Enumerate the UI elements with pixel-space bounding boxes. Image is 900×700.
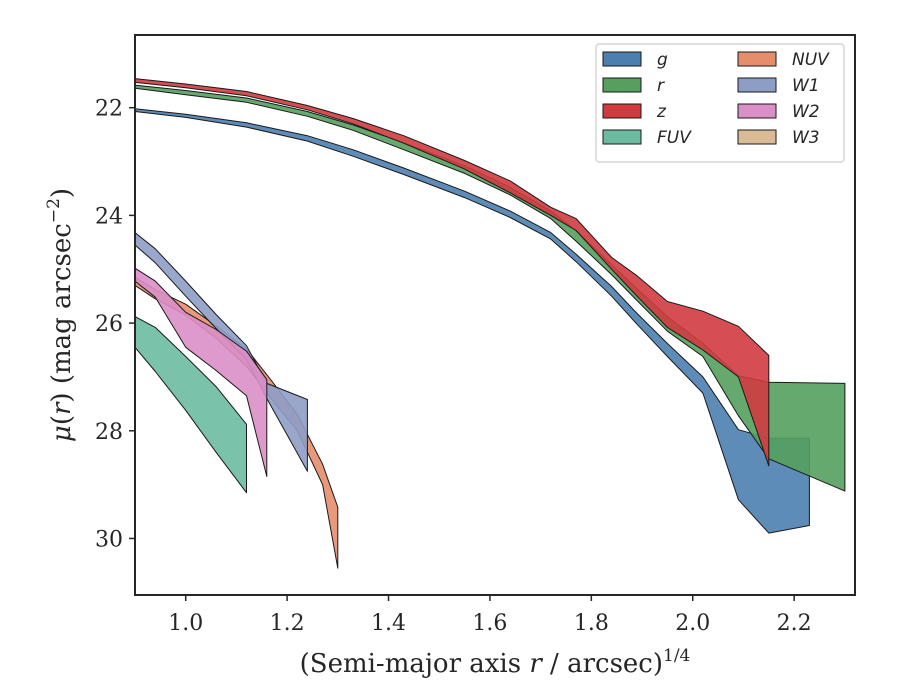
y-tick-label: 26	[95, 312, 123, 337]
band-fuv	[134, 316, 247, 494]
legend-swatch-w3	[737, 129, 777, 145]
legend-label-nuv: NUV	[792, 50, 830, 70]
x-axis-label-sup: 1/4	[663, 646, 690, 666]
y-axis-label: μ(r) (mag arcsec−2)	[44, 188, 77, 442]
legend-label-w1: W1	[792, 76, 820, 96]
x-tick-label: 1.4	[371, 611, 406, 636]
data-bands	[134, 78, 846, 569]
x-tick-label: 1.8	[574, 611, 609, 636]
y-axis-label-open: (	[47, 415, 77, 425]
y-tick-label: 24	[95, 204, 123, 229]
x-tick-label: 2.2	[777, 611, 812, 636]
legend-swatch-nuv	[737, 51, 777, 67]
y-axis-label-end: )	[47, 188, 77, 198]
legend-swatch-w1	[737, 77, 777, 93]
legend-swatch-r	[602, 77, 642, 93]
legend-label-fuv: FUV	[657, 128, 692, 148]
y-axis-label-mu: μ	[47, 425, 77, 442]
legend-label-z: z	[656, 102, 667, 122]
legend: grz FUV NUV W1 W2 W3	[595, 43, 845, 163]
band-w1	[134, 232, 308, 472]
band-w2	[134, 267, 268, 477]
x-tick-label: 1.2	[270, 611, 305, 636]
y-tick-label: 28	[95, 420, 123, 445]
x-axis-label-pre: (Semi-major axis	[300, 649, 530, 679]
legend-label-g: g	[657, 50, 668, 70]
legend-swatch-fuv	[602, 129, 642, 145]
x-axis-label: (Semi-major axis r / arcsec)1/4	[300, 646, 691, 679]
x-axis-label-var: r	[529, 649, 543, 679]
legend-label-w3: W3	[792, 128, 820, 148]
y-tick-label: 30	[95, 527, 123, 552]
legend-swatch-z	[602, 103, 642, 119]
legend-label-r: r	[657, 76, 665, 96]
y-axis-label-var: r	[47, 401, 77, 415]
x-tick-label: 2.0	[675, 611, 710, 636]
legend-swatch-g	[602, 51, 642, 67]
y-axis-label-close: ) (mag arcsec	[47, 223, 77, 402]
y-tick-label: 22	[95, 97, 123, 122]
y-axis-ticks: 22 24 26 28 30	[95, 97, 135, 552]
x-axis-ticks: 1.0 1.2 1.4 1.6 1.8 2.0 2.2	[168, 595, 812, 636]
legend-swatch-w2	[737, 103, 777, 119]
legend-label-w2: W2	[792, 102, 820, 122]
x-axis-label-post: / arcsec)	[542, 649, 663, 679]
band-g	[134, 108, 810, 534]
y-axis-label-sup: −2	[44, 198, 64, 223]
x-tick-label: 1.0	[168, 611, 203, 636]
band-z	[134, 78, 770, 467]
legend-frame	[595, 43, 845, 163]
plot-frame	[134, 34, 856, 596]
x-tick-label: 1.6	[472, 611, 507, 636]
